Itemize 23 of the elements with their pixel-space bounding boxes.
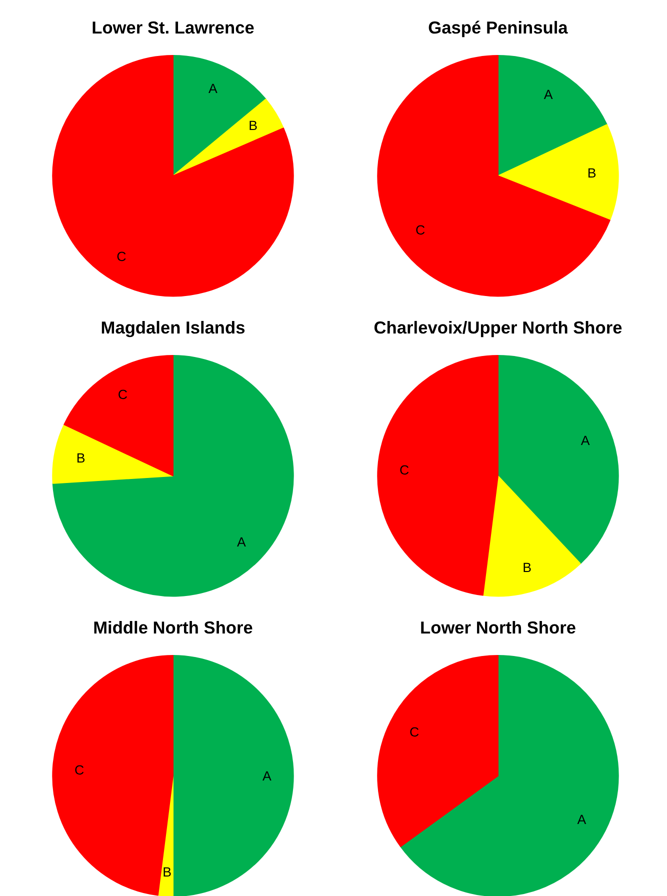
chart-title: Middle North Shore bbox=[93, 618, 254, 638]
slice-label: B bbox=[76, 450, 86, 466]
slice-label: B bbox=[587, 165, 596, 180]
slice-label: A bbox=[577, 812, 586, 828]
chart-title: Lower St. Lawrence bbox=[92, 18, 255, 38]
slice-label: B bbox=[522, 560, 532, 575]
chart-title: Gaspé Peninsula bbox=[428, 18, 568, 38]
chart-title: Charlevoix/Upper North Shore bbox=[374, 318, 623, 338]
slice-label: A bbox=[208, 81, 218, 96]
slice-label: C bbox=[118, 387, 128, 402]
slice-label: C bbox=[416, 222, 426, 238]
slice-label: C bbox=[116, 248, 127, 264]
slice-label: C bbox=[399, 462, 410, 478]
chart-title: Lower North Shore bbox=[420, 618, 576, 638]
slice-label: A bbox=[262, 768, 272, 784]
chart-title: Magdalen Islands bbox=[100, 318, 246, 338]
slice-label: C bbox=[410, 724, 420, 740]
slice-label: B bbox=[162, 864, 172, 880]
slice-label: C bbox=[74, 762, 84, 778]
slice-label: A bbox=[580, 432, 590, 448]
slice-label: A bbox=[236, 534, 246, 550]
slice-label: B bbox=[248, 118, 258, 134]
slice-label: A bbox=[544, 87, 553, 102]
